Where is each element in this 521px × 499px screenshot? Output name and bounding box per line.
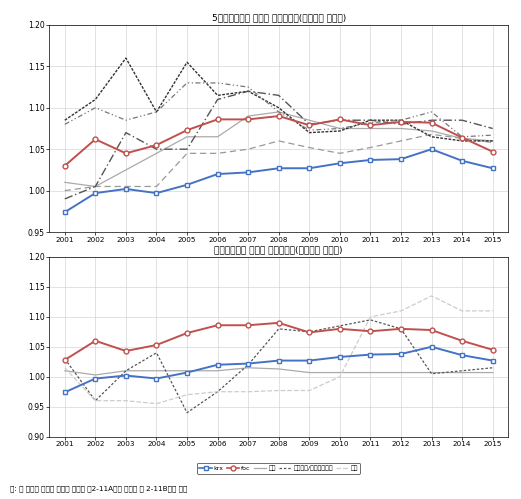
Legend: krx, foc, 식품, 석유의류/박제출판가구, 건설: krx, foc, 식품, 석유의류/박제출판가구, 건설	[197, 463, 361, 474]
Title: 5대주요산업의 산업별 고용성장률(기업군별 중간치): 5대주요산업의 산업별 고용성장률(기업군별 중간치)	[212, 14, 346, 23]
Legend: krx, foc, 화학/비금속, 금속/기계장비, 전기전자, 자동차/조선수송장비, IT/비즈니스서비스: krx, foc, 화학/비금속, 금속/기계장비, 전기전자, 자동차/조선수…	[142, 262, 416, 272]
Text: 주: 위 그림과 관련된 통계는 〈부록 표2-11A〉와 〈부록 표 2-11B〉를 참조: 주: 위 그림과 관련된 통계는 〈부록 표2-11A〉와 〈부록 표 2-11…	[10, 485, 188, 492]
Title: 비주요산업의 산업별 고용성장률(기업군별 중간치): 비주요산업의 산업별 고용성장률(기업군별 중간치)	[215, 246, 343, 255]
